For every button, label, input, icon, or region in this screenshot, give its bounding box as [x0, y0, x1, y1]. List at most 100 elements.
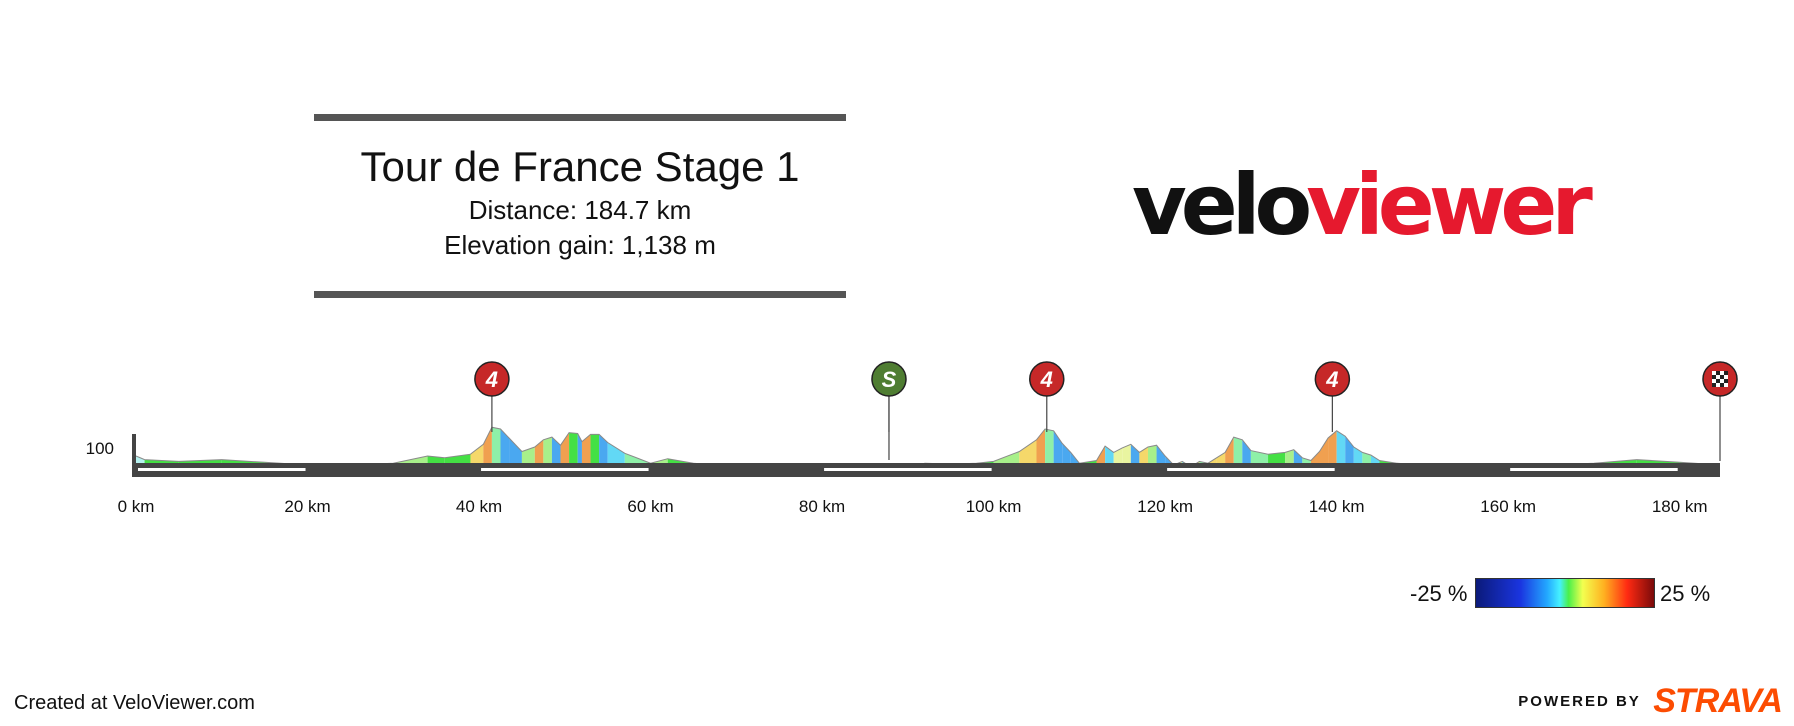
profile-segment — [577, 433, 582, 463]
profile-segment — [1122, 444, 1131, 463]
profile-segment — [1268, 452, 1286, 463]
marker-label: S — [882, 367, 897, 392]
profile-segment — [1130, 444, 1140, 463]
bottom-rule — [314, 291, 846, 298]
gradient-legend-max: 25 % — [1660, 581, 1711, 606]
finish-flag-cell — [1720, 383, 1724, 387]
profile-segment — [1147, 445, 1157, 463]
x-tick-label: 0 km — [118, 497, 155, 516]
x-tick-label: 100 km — [966, 497, 1022, 516]
stage-title: Tour de France Stage 1 — [360, 143, 800, 190]
x-tick-label: 120 km — [1137, 497, 1193, 516]
road-stripe — [1510, 468, 1678, 471]
road-stripe — [1167, 468, 1335, 471]
profile-segment — [491, 427, 501, 463]
climb-marker — [1314, 361, 1351, 397]
profile-segment — [1345, 436, 1354, 463]
profile-segment — [1362, 452, 1371, 463]
x-tick-label: 180 km — [1652, 497, 1708, 516]
profile-segment — [1019, 439, 1037, 463]
profile-segment — [543, 437, 552, 463]
climb-marker — [474, 361, 510, 397]
x-tick-label: 80 km — [799, 497, 845, 516]
sprint-marker — [871, 361, 907, 397]
profile-segment — [560, 432, 570, 463]
x-tick-label: 40 km — [456, 497, 502, 516]
profile-segment — [1242, 439, 1251, 463]
road-stripe — [824, 468, 992, 471]
profile-segment — [581, 434, 591, 463]
x-tick-label: 140 km — [1309, 497, 1365, 516]
profile-segment — [1353, 447, 1363, 463]
profile-segment — [1225, 437, 1234, 463]
profile-segment — [1319, 438, 1329, 463]
profile-segment — [1105, 446, 1114, 463]
profile-segment — [1328, 430, 1337, 463]
gradient-color-bar — [1475, 578, 1655, 608]
marker-label: 4 — [1040, 367, 1053, 392]
powered-by-label: POWERED BY — [1518, 693, 1641, 710]
profile-segment — [1302, 457, 1311, 463]
profile-segment — [1053, 430, 1063, 463]
logo-viewer: viewer — [1306, 156, 1593, 254]
logo-velo: velo — [1132, 156, 1312, 254]
finish-flag-cell — [1724, 371, 1728, 375]
profile-segment — [590, 434, 600, 463]
powered-by-strava[interactable]: POWERED BY STRAVA — [1518, 682, 1783, 720]
veloviewer-logo: veloviewer — [1132, 160, 1593, 250]
top-rule — [314, 114, 846, 121]
finish-flag-cell — [1716, 375, 1720, 379]
profile-segment — [599, 434, 608, 463]
finish-flag-cell — [1712, 379, 1716, 383]
finish-flag-cell — [1724, 383, 1728, 387]
gradient-legend-min: -25 % — [1410, 581, 1468, 606]
stage-distance: Distance: 184.7 km — [468, 195, 692, 225]
finish-flag-cell — [1720, 375, 1724, 379]
finish-flag-cell — [1712, 383, 1716, 387]
road-stripe — [481, 468, 649, 471]
finish-flag-cell — [1712, 375, 1716, 379]
profile-segment — [1045, 429, 1054, 463]
finish-flag-cell — [1720, 371, 1724, 375]
elevation-profile-chart: 100 0 km 20 km 40 km 60 km 80 km 100 km 120 km 1… — [86, 361, 1738, 516]
finish-flag-cell — [1724, 379, 1728, 383]
stage-info-box: Tour de France Stage 1 Distance: 184.7 k… — [314, 114, 846, 298]
finish-flag-cell — [1716, 379, 1720, 383]
profile-segment — [444, 454, 471, 463]
finish-flag-cell — [1716, 371, 1720, 375]
finish-flag-cell — [1716, 383, 1720, 387]
road-stripe — [138, 468, 306, 471]
profile-segment — [1139, 447, 1148, 463]
finish-flag-cell — [1724, 375, 1728, 379]
profile-segment — [1336, 430, 1346, 463]
profile-segment — [483, 427, 492, 463]
climb-marker — [1029, 361, 1065, 397]
finish-flag-cell — [1720, 379, 1724, 383]
x-tick-label: 60 km — [627, 497, 673, 516]
profile-segment — [509, 438, 522, 463]
profile-segment — [1370, 455, 1380, 463]
created-at-link[interactable]: Created at VeloViewer.com — [14, 692, 255, 714]
profile-segment — [1233, 437, 1243, 463]
profile-segment — [500, 429, 510, 463]
profile-segment — [569, 432, 578, 463]
profile-segment — [136, 456, 145, 463]
stage-elevation-gain: Elevation gain: 1,138 m — [444, 230, 716, 260]
x-tick-label: 20 km — [284, 497, 330, 516]
profile-segment — [607, 442, 625, 463]
profile-segment — [1156, 445, 1166, 463]
profile-segment — [470, 444, 484, 463]
profile-segment — [1293, 449, 1303, 463]
profile-segment — [1285, 449, 1294, 463]
y-axis — [132, 434, 136, 467]
marker-label: 4 — [1325, 367, 1338, 392]
profile-segment — [1216, 452, 1226, 463]
profile-outline — [135, 426, 1721, 468]
marker-label: 4 — [485, 367, 498, 392]
strava-logo: STRAVA — [1653, 682, 1783, 720]
profile-segment — [1062, 443, 1071, 463]
finish-flag-cell — [1712, 371, 1716, 375]
profile-segment — [521, 447, 535, 463]
y-tick-label: 100 — [86, 439, 114, 458]
x-tick-label: 160 km — [1480, 497, 1536, 516]
